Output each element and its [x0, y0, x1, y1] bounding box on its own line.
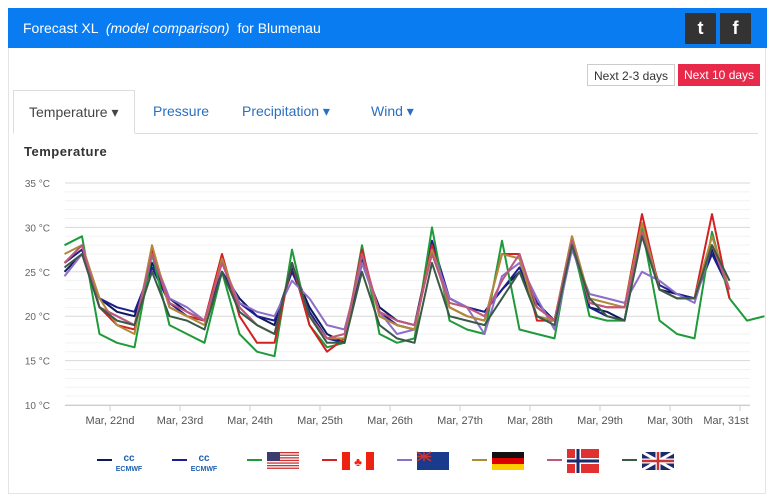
tab-pressure[interactable]: Pressure — [153, 103, 210, 119]
y-tick-label: 10 °C — [25, 401, 50, 412]
y-tick-label: 30 °C — [25, 223, 50, 234]
germany-flag-icon — [492, 464, 524, 470]
next-2-3-days-button[interactable]: Next 2-3 days — [587, 64, 676, 86]
x-tick-label: Mar, 29th — [577, 415, 623, 427]
flag-stripe — [267, 465, 299, 467]
x-tick-label: Mar, 31st — [703, 415, 748, 427]
x-tick-label: Mar, 22nd — [86, 415, 135, 427]
series-line-6 — [63, 230, 731, 340]
x-tick-label: Mar, 28th — [507, 415, 553, 427]
flag-cross — [416, 451, 432, 462]
facebook-icon[interactable]: f — [720, 13, 751, 44]
y-tick-label: 25 °C — [25, 268, 50, 279]
x-tick-label: Mar, 25th — [297, 415, 343, 427]
y-tick-label: 35 °C — [25, 179, 50, 190]
flag-canton — [267, 452, 280, 461]
x-tick-label: Mar, 30th — [647, 415, 693, 427]
flag-band — [350, 452, 366, 470]
tab-bar: Temperature ▾ Pressure Precipitation ▾ W… — [13, 90, 758, 134]
y-tick-label: 20 °C — [25, 312, 50, 323]
tab-precipitation[interactable]: Precipitation ▾ — [242, 103, 330, 119]
germany-flag-icon — [492, 452, 524, 458]
flag-stripe — [267, 454, 299, 456]
next-10-days-button[interactable]: Next 10 days — [678, 64, 761, 86]
series-line-7 — [63, 235, 731, 344]
legend-label: ECMWF — [191, 466, 218, 473]
flag-stripe — [267, 467, 299, 469]
flag-stripe — [267, 457, 299, 459]
tab-wind[interactable]: Wind ▾ — [371, 103, 414, 119]
germany-flag-icon — [492, 458, 524, 464]
header-bar: Forecast XL (model comparison) for Blume… — [8, 8, 767, 48]
ecmwf-logo-icon: cc — [123, 453, 135, 464]
flag-stripe — [267, 462, 299, 464]
twitter-icon[interactable]: t — [685, 13, 716, 44]
page-title: Forecast XL (model comparison) for Blume… — [23, 20, 321, 36]
x-tick-label: Mar, 23rd — [157, 415, 203, 427]
x-tick-label: Mar, 24th — [227, 415, 273, 427]
flag-stripe — [267, 459, 299, 462]
series-line-5 — [64, 222, 731, 340]
y-tick-label: 15 °C — [25, 357, 50, 368]
x-tick-label: Mar, 26th — [367, 415, 413, 427]
chart-title: Temperature — [24, 144, 108, 159]
maple-leaf: ♣ — [354, 455, 362, 469]
flag-cross-blue — [567, 449, 599, 473]
x-tick-label: Mar, 27th — [437, 415, 483, 427]
ecmwf-logo-icon: cc — [198, 453, 210, 464]
tab-temperature[interactable]: Temperature ▾ — [13, 90, 135, 134]
series-line-2 — [64, 226, 765, 358]
series-line-4 — [63, 244, 731, 335]
flag-cross-red — [642, 452, 674, 470]
legend-label: ECMWF — [116, 466, 143, 473]
flag-stripe — [267, 452, 299, 454]
